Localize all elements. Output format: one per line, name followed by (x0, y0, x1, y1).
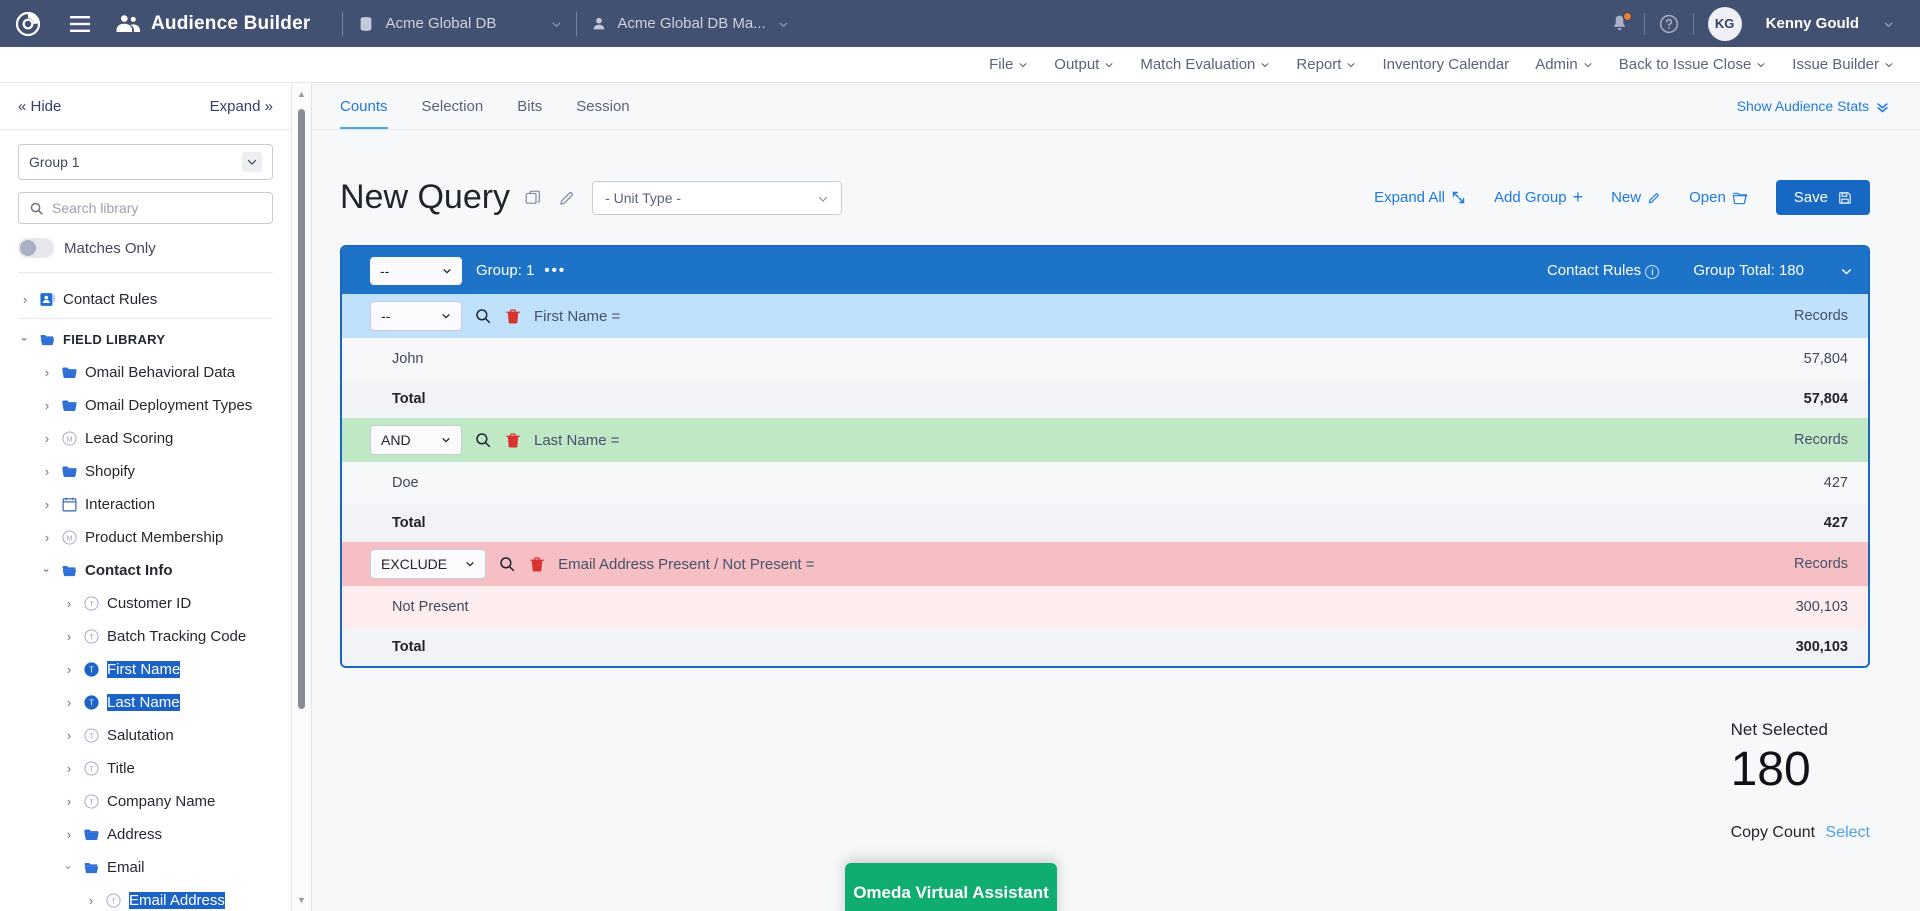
svg-text:T: T (89, 731, 94, 740)
svg-text:M: M (66, 434, 72, 443)
svg-text:T: T (89, 797, 94, 806)
svg-text:T: T (89, 599, 94, 608)
svg-text:T: T (89, 665, 94, 674)
svg-text:T: T (89, 698, 94, 707)
svg-text:T: T (89, 764, 94, 773)
svg-text:M: M (66, 533, 72, 542)
svg-text:T: T (111, 896, 116, 905)
svg-text:T: T (89, 632, 94, 641)
